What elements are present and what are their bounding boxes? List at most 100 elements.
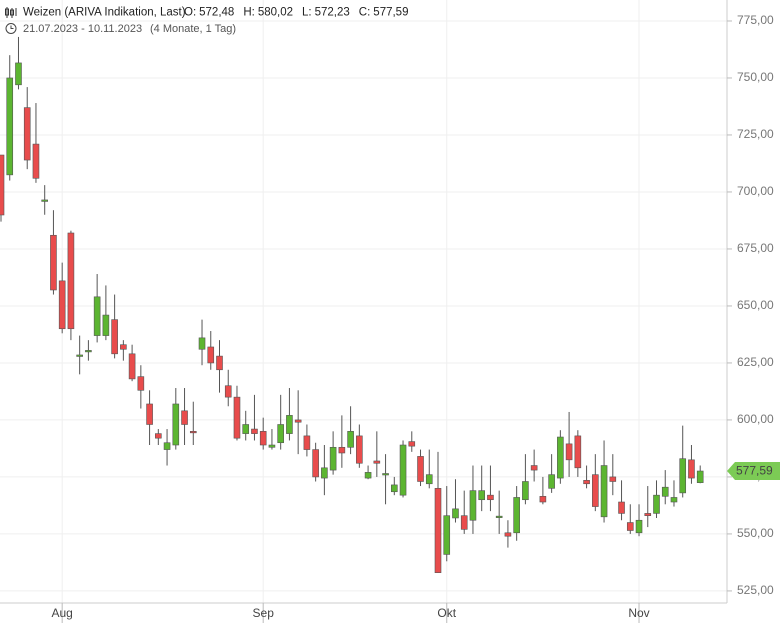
summary-label: H: [243,7,255,19]
chart-title: Weizen (ARIVA Indikation, Last) [23,7,186,19]
candle-body [469,490,477,521]
summary-value: 580,02 [258,7,293,19]
chart-icon [5,7,17,18]
candle-body [592,474,599,507]
x-tick-label: Okt [437,606,456,620]
candle-body [111,319,118,355]
y-tick-label: 550,00 [737,526,774,540]
last-price-tag: 577,59 [727,462,780,481]
y-tick-label: 650,00 [737,298,774,312]
candle-body [417,456,424,482]
y-tick-label: 675,00 [737,241,774,255]
candle-body [286,415,293,434]
candle-body [583,480,590,485]
candle-body [574,435,582,469]
candle-body [277,424,284,444]
ohlc-summary: O: 572,48 H: 580,02 L: 572,23 C: 577,59 [184,7,408,19]
candle-body [85,350,92,353]
candle-body [618,501,625,514]
candle-body [93,296,101,336]
candle-body [539,496,547,503]
candle-body [478,490,486,501]
candle-body [425,474,433,485]
candle-body [460,515,468,530]
candle-body [661,486,669,497]
candle-body [670,497,678,503]
price-tag-shape [727,462,780,481]
y-tick-label: 750,00 [737,70,774,84]
summary-value: 572,23 [315,7,350,19]
candle-body [408,441,416,447]
candle-body [504,532,512,537]
axes: 525,00550,00575,00600,00625,00650,00675,… [52,13,774,623]
candle-body [198,337,206,350]
candle-body [163,442,171,450]
candle-body [688,459,695,479]
candle-body [224,385,232,398]
summary-value: 577,59 [373,7,408,19]
summary-label: L: [302,7,312,19]
candle-body [390,484,398,493]
candle-body [41,199,49,202]
candle-body [679,458,687,494]
candle-body [155,433,162,439]
candle-body [242,424,250,434]
candle-body [76,354,83,357]
candle-body [268,444,276,448]
candle-body [653,494,660,514]
candle-body [259,431,267,446]
candle-body [6,77,14,176]
candle-body [565,443,573,461]
candle-body [338,446,346,454]
clock-icon [5,23,17,34]
candle-body [128,353,136,380]
y-tick-label: 600,00 [737,412,774,426]
candle-body [434,488,442,573]
candle-body [644,513,652,516]
candle-body [181,410,188,425]
candle-body [207,346,215,364]
candle-body [146,403,153,425]
candle-body [251,428,258,434]
candle-body [513,497,520,534]
candle-body [364,472,372,479]
x-tick-label: Sep [253,606,275,620]
date-range: 21.07.2023 - 10.11.2023 [23,23,142,35]
price-tag-label: 577,59 [736,464,773,478]
candle-body [609,476,617,482]
candle-body [452,508,459,519]
y-tick-label: 700,00 [737,184,774,198]
candle-body [696,470,704,483]
candle-body [120,344,127,350]
candle-body [635,519,643,534]
candle-body [373,460,381,464]
x-tick-label: Aug [52,606,73,620]
summary-value: 572,48 [199,7,234,19]
candle-body [356,435,363,464]
candle-body [216,355,223,371]
duration: (4 Monate, 1 Tag) [150,23,236,35]
candle-body [67,232,75,330]
candle-body [233,396,241,439]
candle-body [399,444,407,496]
candle-body [548,474,555,489]
candle-body [600,465,608,518]
x-tick-label: Nov [628,606,649,620]
candle-body [312,449,319,478]
candle-body [32,143,40,179]
candle-body [626,522,634,531]
summary-label: C: [359,7,371,19]
candles [0,36,704,573]
candle-body [382,473,389,476]
candle-body [347,431,354,448]
candle-body [487,494,494,501]
y-tick-label: 625,00 [737,355,774,369]
candle-body [172,403,180,446]
summary-label: O: [184,7,196,19]
candle-body [189,431,197,434]
candle-body [137,376,145,391]
candle-body [15,62,22,86]
candle-body [58,280,66,330]
